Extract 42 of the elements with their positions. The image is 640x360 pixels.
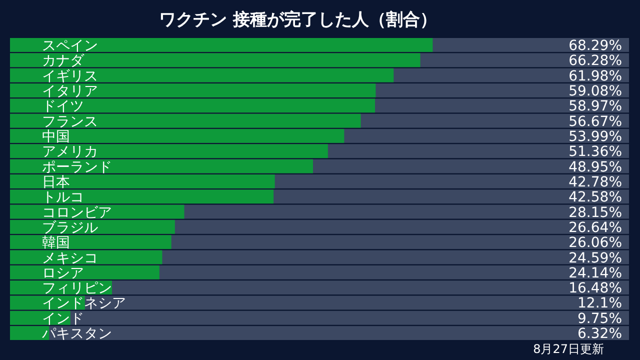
text: 8月27日更新 [533, 342, 604, 356]
y-tick-label: カナダ [42, 53, 85, 70]
y-tick-label: ブラジル [42, 220, 98, 236]
y-tick-label: 日本 [42, 174, 70, 190]
y-tick-label: コロンビア [42, 204, 112, 221]
data-label: 48.95% [568, 159, 622, 176]
data-label: 66.28% [568, 53, 622, 70]
y-tick-label: 中国 [42, 128, 70, 145]
y-tick-label: インドネシア [42, 296, 126, 312]
data-label: 16.48% [568, 280, 622, 297]
data-label: 9.75% [578, 310, 622, 327]
data-label: 53.99% [568, 128, 622, 145]
data-label: 51.36% [568, 144, 622, 160]
y-tick-label: ロシア [42, 265, 84, 282]
data-label: 42.78% [568, 174, 622, 190]
data-label: 24.14% [568, 265, 622, 282]
y-tick-label: トルコ [42, 190, 84, 206]
y-tick-label: メキシコ [42, 250, 98, 266]
data-label: 12.1% [578, 296, 622, 312]
y-tick-label: インド [42, 310, 84, 327]
data-label: 59.08% [568, 83, 622, 100]
data-label: 28.15% [568, 204, 622, 221]
y-tick-label: フランス [42, 114, 98, 130]
y-tick-label: イギリス [42, 68, 98, 84]
data-label: 26.64% [568, 220, 622, 236]
data-label: 56.67% [568, 114, 622, 130]
y-tick-label: フィリピン [42, 280, 112, 297]
y-tick-label: パキスタン [41, 326, 112, 342]
y-tick-label: ポーランド [42, 159, 112, 176]
chart-title: ワクチン 接種が完了した人（割合） [159, 10, 437, 30]
y-tick-label: スペイン [42, 38, 98, 54]
data-label: 6.32% [578, 326, 622, 342]
data-label: 58.97% [568, 98, 622, 115]
y-tick-label: アメリカ [42, 144, 98, 160]
data-label: 42.58% [568, 190, 622, 206]
y-tick-label: 韓国 [42, 235, 70, 252]
y-tick-label: イタリア [42, 83, 98, 100]
data-label: 26.06% [568, 235, 622, 252]
data-label: 24.59% [568, 250, 622, 266]
data-label: 61.98% [568, 68, 622, 84]
data-label: 68.29% [568, 38, 622, 54]
y-tick-label: ドイツ [42, 98, 84, 115]
